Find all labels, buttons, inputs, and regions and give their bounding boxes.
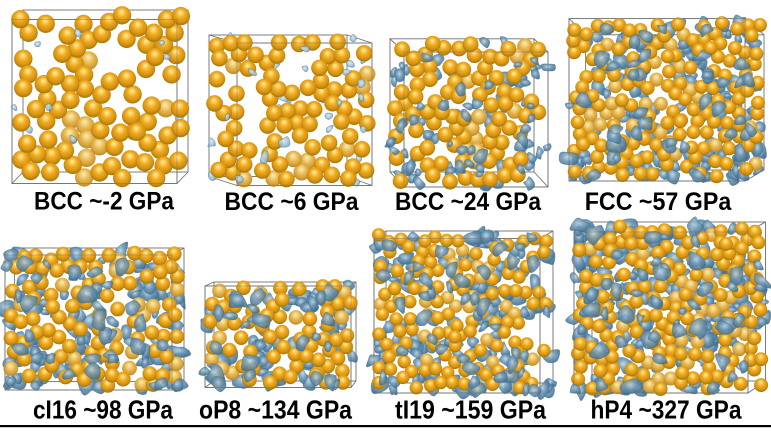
svg-text:oP8 ~134 GPa: oP8 ~134 GPa [199, 394, 352, 424]
svg-text:BCC ~24 GPa: BCC ~24 GPa [395, 189, 541, 216]
svg-text:hP4 ~327 GPa: hP4 ~327 GPa [591, 394, 742, 424]
svg-text:tI19 ~159 GPa: tI19 ~159 GPa [395, 394, 546, 424]
svg-text:BCC ~-2 GPa: BCC ~-2 GPa [34, 189, 174, 216]
svg-text:FCC ~57 GPa: FCC ~57 GPa [585, 189, 732, 216]
svg-text:BCC ~6 GPa: BCC ~6 GPa [225, 189, 359, 216]
svg-text:cI16 ~98 GPa: cI16 ~98 GPa [33, 394, 173, 424]
